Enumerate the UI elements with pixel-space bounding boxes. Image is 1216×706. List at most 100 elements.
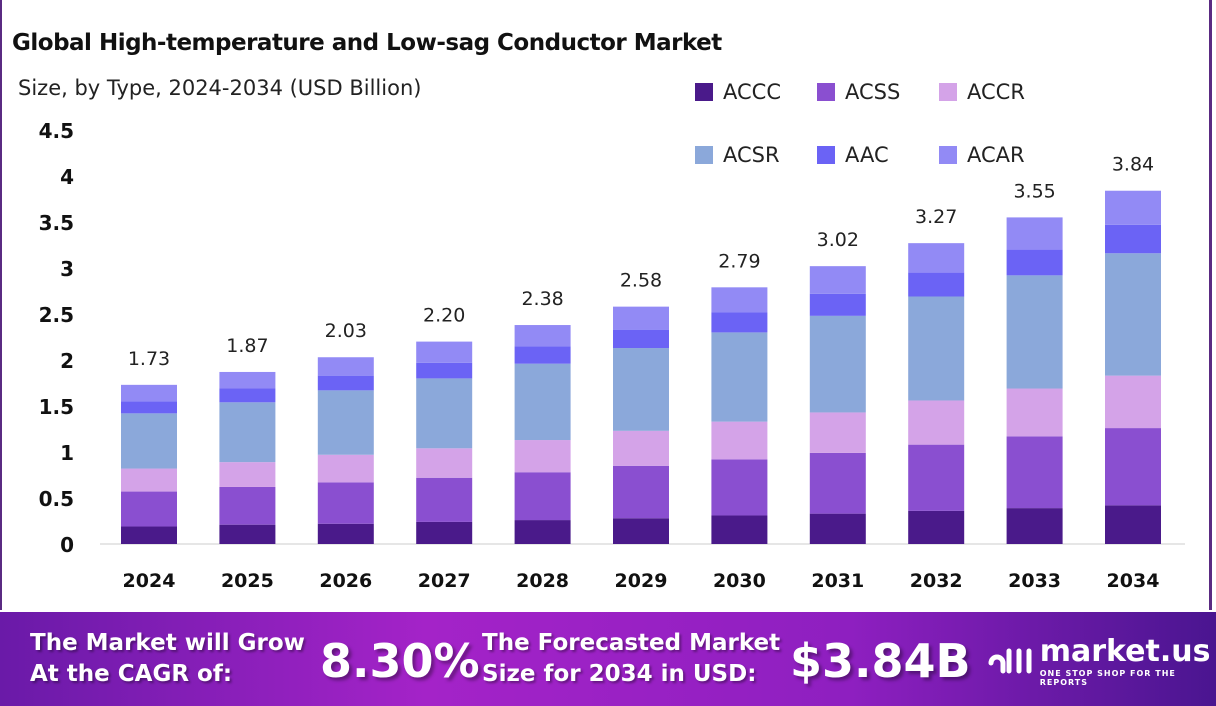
- bar-segment-acss: [514, 472, 571, 521]
- legend-label: ACCR: [967, 80, 1025, 104]
- cagr-label: The Market will Grow At the CAGR of:: [30, 630, 305, 687]
- bar-segment-acar: [908, 243, 965, 273]
- bar-segment-acsr: [1105, 253, 1161, 376]
- y-tick-label: 0.5: [39, 487, 74, 511]
- y-tick-label: 3: [60, 257, 74, 281]
- y-tick-label: 4.5: [39, 119, 74, 143]
- x-tick-label: 2034: [1107, 570, 1160, 592]
- x-tick-label: 2028: [516, 570, 569, 592]
- bar-segment-acss: [613, 465, 669, 519]
- bar-segment-acar: [514, 325, 571, 347]
- bar-segment-acsr: [613, 348, 669, 431]
- bar-segment-acar: [711, 287, 768, 313]
- forecast-value: $3.84B: [790, 634, 971, 688]
- bar-segment-aac: [809, 293, 866, 316]
- bar-segment-accc: [416, 521, 473, 544]
- bar-segment-aac: [711, 312, 768, 333]
- y-tick-label: 4: [60, 165, 74, 189]
- bar-segment-acsr: [416, 378, 473, 449]
- bar-segment-acar: [1006, 217, 1063, 250]
- bar-segment-accc: [121, 526, 177, 544]
- cagr-value: 8.30%: [320, 634, 480, 688]
- bar-segment-acss: [1006, 436, 1063, 509]
- chart-title: Global High-temperature and Low-sag Cond…: [12, 30, 722, 56]
- legend-label: ACSS: [845, 80, 901, 104]
- chart-subtitle: Size, by Type, 2024-2034 (USD Billion): [18, 76, 422, 100]
- bar-segment-aac: [613, 329, 669, 349]
- bar-segment-acsr: [1006, 275, 1063, 389]
- bar-segment-acsr: [317, 390, 374, 455]
- market-us-logo: market.us ONE STOP SHOP FOR THE REPORTS: [985, 634, 1216, 687]
- bar-segment-aac: [1105, 224, 1161, 254]
- bar-segment-acss: [121, 491, 177, 527]
- bar-segment-accr: [121, 468, 177, 492]
- total-label: 2.79: [718, 250, 760, 272]
- legend-label: ACCC: [723, 80, 781, 104]
- bar-segment-acsr: [121, 413, 177, 469]
- total-label: 2.20: [423, 305, 465, 327]
- total-label: 1.87: [226, 335, 268, 357]
- bar-segment-acss: [908, 444, 965, 511]
- x-tick-label: 2030: [713, 570, 766, 592]
- chart-frame: [0, 0, 1212, 610]
- bar-segment-accr: [1006, 388, 1063, 437]
- bar-segment-accc: [711, 515, 768, 544]
- bar-segment-acsr: [514, 363, 571, 441]
- bar-segment-acss: [416, 477, 473, 522]
- total-label: 3.27: [915, 206, 957, 228]
- bar-segment-accr: [514, 440, 571, 473]
- bar-segment-accc: [317, 523, 374, 544]
- legend-item-acsr: ACSR: [695, 143, 780, 167]
- legend-swatch: [695, 83, 713, 101]
- bar-segment-acar: [809, 266, 866, 294]
- x-tick-label: 2025: [221, 570, 274, 592]
- bar-segment-accc: [514, 520, 571, 544]
- y-tick-label: 1.5: [39, 395, 74, 419]
- bar-segment-acar: [416, 341, 473, 363]
- y-tick-label: 2: [60, 349, 74, 373]
- chart-plot: 0 0.5 1 1.5 2 2.5 3 3.5 4 4.5 1.73 2024 1.87 2025 2.03…: [39, 119, 1185, 592]
- x-tick-label: 2032: [910, 570, 963, 592]
- bar-segment-aac: [416, 362, 473, 379]
- bar-segment-accr: [219, 462, 276, 487]
- bar-segment-accc: [908, 510, 965, 544]
- total-label: 2.38: [521, 288, 563, 310]
- y-tick-label: 3.5: [39, 211, 74, 235]
- bar-segment-accr: [416, 448, 473, 478]
- bar-segment-accc: [219, 524, 276, 544]
- bar-segment-acar: [317, 357, 374, 376]
- bar-segment-acar: [613, 306, 669, 330]
- bar-segment-acsr: [711, 332, 768, 422]
- x-tick-label: 2031: [811, 570, 864, 592]
- bar-segment-accr: [1105, 375, 1161, 429]
- bar-segment-accr: [317, 454, 374, 483]
- bar-segment-accr: [711, 421, 768, 460]
- total-label: 3.02: [817, 229, 859, 251]
- total-label: 3.84: [1112, 154, 1154, 176]
- legend-swatch: [939, 146, 957, 164]
- bar-segment-accc: [613, 518, 669, 544]
- legend-label: ACAR: [967, 143, 1025, 167]
- logo-icon: [988, 648, 1032, 673]
- x-tick-label: 2024: [123, 570, 176, 592]
- bar-segment-acar: [1105, 190, 1161, 225]
- y-tick-label: 2.5: [39, 303, 74, 327]
- legend-item-aac: AAC: [817, 143, 889, 167]
- legend-swatch: [939, 83, 957, 101]
- x-tick-label: 2027: [418, 570, 471, 592]
- total-label: 1.73: [128, 348, 170, 370]
- bar-segment-aac: [121, 401, 177, 414]
- x-tick-label: 2026: [319, 570, 372, 592]
- bar-segment-aac: [1006, 249, 1063, 276]
- bar-segment-accc: [1006, 508, 1063, 544]
- legend-item-acar: ACAR: [939, 143, 1025, 167]
- bar-segment-aac: [514, 346, 571, 364]
- legend-label: AAC: [845, 143, 889, 167]
- legend-swatch: [817, 146, 835, 164]
- bar-segment-acss: [1105, 428, 1161, 506]
- y-tick-label: 0: [60, 533, 74, 557]
- bar-segment-aac: [317, 375, 374, 391]
- bar-segment-acar: [219, 371, 276, 389]
- bar-segment-accc: [1105, 505, 1161, 544]
- total-label: 2.03: [325, 320, 367, 342]
